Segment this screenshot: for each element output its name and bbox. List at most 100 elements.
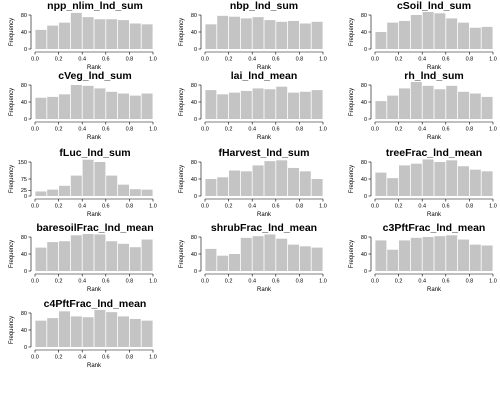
x-tick-label: 0.2 [55, 127, 63, 133]
histogram-bar [399, 88, 410, 119]
panel-nbp_lnd_sum: nbp_lnd_sum 0.0 0.2 0.4 0.6 0.8 1.0 Rank 0 40 80 Fr… [179, 0, 327, 71]
x-tick-label: 0.8 [296, 279, 304, 285]
panel-title: c4PftFrac_lnd_mean [44, 298, 147, 310]
histogram-bar [229, 170, 240, 196]
histogram-bar [288, 167, 299, 196]
histogram-bar [35, 29, 47, 49]
histogram-bar [375, 240, 387, 271]
y-tick-label: 80 [21, 83, 27, 89]
y-tick-label: 0 [194, 47, 197, 53]
x-tick-label: 0.8 [296, 127, 304, 133]
histogram-bar [35, 191, 47, 196]
histogram-bar [59, 185, 70, 196]
histogram-bar [205, 248, 217, 271]
x-tick-label: 0.2 [225, 57, 233, 63]
x-tick-label: 0.4 [78, 355, 86, 361]
histogram-bar [70, 235, 82, 271]
y-tick-label: 0 [364, 269, 367, 275]
y-tick-label: 0 [364, 47, 367, 53]
histogram-bar [129, 247, 141, 271]
y-axis-label: Frequency [9, 165, 15, 193]
histogram-bar [264, 20, 276, 49]
x-axis-label: Rank [257, 135, 272, 141]
x-tick-label: 1.0 [489, 204, 497, 210]
panel-title: c3PftFrac_lnd_mean [383, 222, 486, 234]
x-tick-label: 1.0 [489, 279, 497, 285]
panel-cSoil_lnd_sum: cSoil_lnd_sum 0.0 0.2 0.4 0.6 0.8 1.0 Rank 0 40 80… [349, 0, 497, 71]
histogram-bar [59, 22, 70, 49]
histogram-bar [59, 94, 70, 119]
y-tick-label: 40 [191, 30, 197, 36]
histogram-bar [94, 234, 106, 271]
histogram-bar [47, 25, 59, 49]
histogram-bar [106, 312, 118, 347]
histogram-bar [70, 12, 82, 49]
x-axis-label: Rank [427, 287, 442, 293]
histogram-bar [141, 93, 153, 119]
histogram-bar [422, 159, 434, 196]
y-tick-label: 80 [361, 235, 367, 241]
y-tick-label: 80 [361, 83, 367, 89]
x-tick-label: 0.0 [371, 127, 379, 133]
histogram-bar [205, 90, 217, 119]
histogram-bar [118, 20, 129, 49]
histogram-bar [240, 90, 252, 119]
x-tick-label: 1.0 [149, 204, 157, 210]
y-tick-label: 40 [361, 252, 367, 258]
histogram-bar [399, 240, 410, 271]
histogram-bar [422, 12, 434, 49]
histogram-bar [264, 161, 276, 196]
histogram-bar [481, 96, 493, 119]
x-tick-label: 0.4 [78, 279, 86, 285]
y-axis-label: Frequency [349, 18, 355, 46]
y-axis-label: Frequency [179, 88, 185, 116]
histogram-bar [240, 18, 252, 49]
histogram-bar [141, 239, 153, 271]
histogram-bar [118, 316, 129, 347]
x-tick-label: 0.2 [225, 204, 233, 210]
histogram-bar [469, 169, 481, 196]
histogram-bar [141, 189, 153, 196]
panel-fHarvest_lnd_sum: fHarvest_lnd_sum 0.0 0.2 0.4 0.6 0.8 1.0 Rank 0 4… [179, 147, 327, 218]
histogram-bar [410, 237, 422, 271]
x-tick-label: 1.0 [319, 127, 327, 133]
panel-title: baresoilFrac_lnd_mean [36, 222, 153, 234]
histogram-bar [106, 241, 118, 271]
panel-baresoilFrac_lnd_mean: baresoilFrac_lnd_mean 0.0 0.2 0.4 0.6 0.8 1.0 R… [9, 222, 157, 293]
histogram-bar [229, 16, 240, 49]
x-tick-label: 0.4 [248, 279, 256, 285]
histogram-bar [458, 166, 469, 196]
histogram-bar [288, 244, 299, 271]
histogram-bar [375, 32, 387, 49]
histogram-bar [422, 237, 434, 271]
histogram-bar [458, 91, 469, 119]
y-tick-label: 80 [191, 235, 197, 241]
histogram-bar [47, 189, 59, 196]
histogram-bar [311, 179, 323, 196]
histogram-bar [288, 92, 299, 119]
x-tick-label: 0.2 [225, 127, 233, 133]
x-axis-label: Rank [87, 212, 102, 218]
x-tick-label: 0.2 [395, 57, 403, 63]
histogram-bar [276, 238, 288, 271]
histogram-bar [47, 318, 59, 347]
x-tick-label: 0.0 [31, 355, 39, 361]
histogram-bar [70, 85, 82, 119]
histogram-bar [82, 159, 94, 196]
histogram-bar [82, 234, 94, 271]
histogram-bar [59, 241, 70, 271]
x-tick-label: 0.4 [418, 279, 426, 285]
y-tick-label: 0 [24, 194, 27, 200]
histogram-bar [458, 239, 469, 271]
panel-title: fHarvest_lnd_sum [218, 147, 309, 159]
x-tick-label: 0.0 [201, 279, 209, 285]
y-axis-label: Frequency [349, 88, 355, 116]
x-axis-label: Rank [87, 65, 102, 71]
y-tick-label: 80 [361, 13, 367, 19]
x-tick-label: 0.8 [466, 279, 474, 285]
x-tick-label: 0.8 [466, 57, 474, 63]
x-tick-label: 0.8 [126, 355, 134, 361]
x-tick-label: 0.4 [78, 57, 86, 63]
x-tick-label: 0.6 [442, 57, 450, 63]
